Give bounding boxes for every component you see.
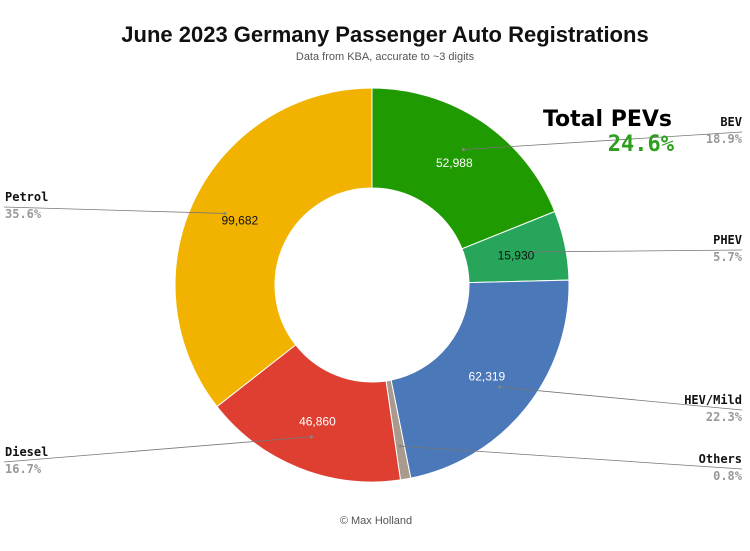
value-label-phev: 15,930 (498, 248, 535, 262)
legend-percent-bev: 18.9% (706, 132, 743, 146)
legend-name-bev: BEV (720, 115, 742, 129)
leader-lines-group (3, 131, 743, 470)
leader-line-petrol (3, 206, 225, 214)
legend-name-diesel: Diesel (5, 445, 48, 459)
value-label-hev-mild: 62,319 (469, 370, 506, 384)
value-label-diesel: 46,860 (299, 414, 336, 428)
value-label-bev: 52,988 (436, 156, 473, 170)
slice-hev-mild (390, 279, 570, 479)
credit-text: © Max Holland (340, 515, 412, 527)
slice-petrol (174, 87, 373, 408)
legend-name-petrol: Petrol (5, 190, 48, 204)
leader-line-bev (463, 131, 743, 150)
leader-line-phev (532, 249, 743, 253)
legend-name-others: Others (699, 452, 742, 466)
slice-bev (371, 87, 556, 250)
legend-percent-diesel: 16.7% (5, 462, 42, 476)
leader-line-diesel (3, 436, 312, 463)
legend-group: BEV 18.9% PHEV 5.7% HEV/Mild 22.3% Others 0.8% D… (5, 115, 743, 483)
slice-labels-group: 52,988 15,930 62,319 46,860 99,682 (221, 156, 534, 428)
legend-percent-petrol: 35.6% (5, 207, 42, 221)
legend-percent-others: 0.8% (713, 469, 743, 483)
slices-group (174, 87, 570, 483)
leader-line-others (399, 445, 743, 470)
total-pevs-value: 24.6% (608, 132, 675, 157)
total-pevs-label: Total PEVs (543, 107, 672, 132)
legend-percent-phev: 5.7% (713, 250, 743, 264)
legend-percent-hev-mild: 22.3% (706, 410, 743, 424)
value-label-petrol: 99,682 (221, 214, 258, 228)
chart-title: June 2023 Germany Passenger Auto Registr… (121, 22, 648, 47)
slice-diesel (216, 344, 402, 483)
leader-line-hev-mild (499, 386, 743, 411)
legend-name-phev: PHEV (713, 233, 742, 247)
chart-subtitle: Data from KBA, accurate to ~3 digits (296, 51, 475, 63)
legend-name-hev-mild: HEV/Mild (684, 393, 742, 407)
